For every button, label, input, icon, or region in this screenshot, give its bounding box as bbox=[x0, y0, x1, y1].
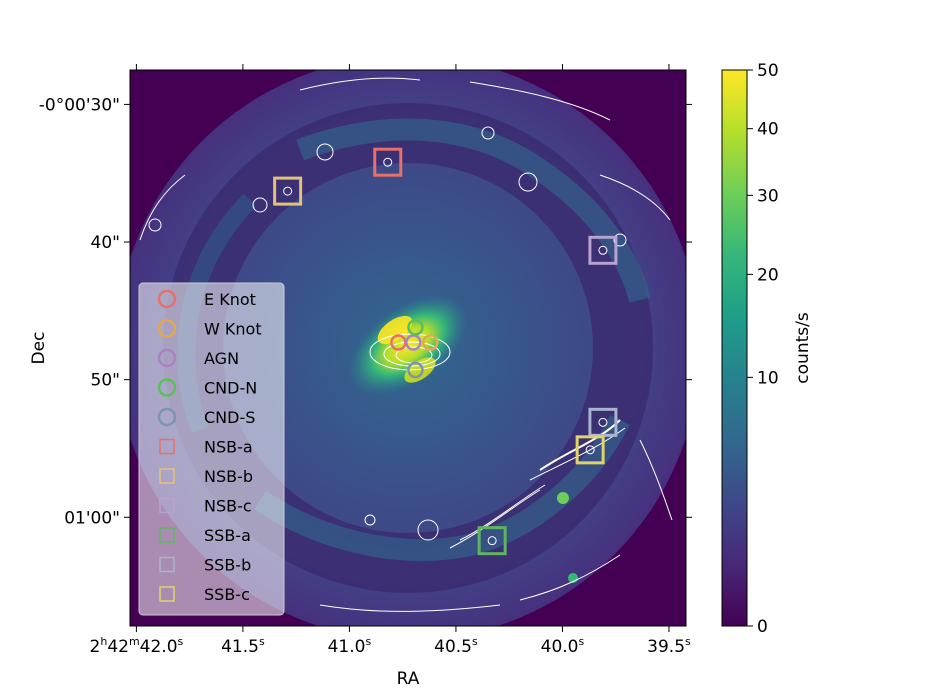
legend-cnd-n-label: CND-N bbox=[204, 379, 257, 398]
legend-nsb-c-symbol bbox=[159, 497, 175, 514]
x-tick-label: 40.0s bbox=[541, 635, 585, 657]
legend-nsb-b-label: NSB-b bbox=[204, 467, 253, 486]
marker-w-knot bbox=[422, 334, 439, 351]
legend-nsb-c-label: NSB-c bbox=[204, 497, 252, 516]
marker-ssb-b bbox=[588, 407, 618, 437]
marker-ssb-c bbox=[575, 435, 605, 465]
contour bbox=[364, 514, 376, 526]
colorbar-tick-label: 40 bbox=[757, 120, 779, 140]
legend-nsb-a-label: NSB-a bbox=[204, 438, 253, 457]
contour bbox=[481, 126, 495, 140]
legend-e-knot-symbol bbox=[157, 289, 177, 309]
marker-agn bbox=[405, 334, 422, 351]
legend-ssb-c-symbol bbox=[159, 586, 175, 602]
x-axis-ticks: 2h42m42.0s 41.5s 41.0s 40.5s 40.0s 39.5s bbox=[90, 64, 691, 657]
marker-cnd-s bbox=[407, 361, 424, 379]
x-tick-label: 41.0s bbox=[328, 635, 372, 657]
y-axis-ticks: -0°00'30" 40" 50" 01'00" bbox=[39, 95, 692, 528]
contour bbox=[139, 174, 186, 241]
marker-ssb-c-contour bbox=[585, 445, 595, 455]
legend-cnd-n-symbol bbox=[157, 378, 177, 397]
x-tick-label: 39.5s bbox=[647, 635, 691, 657]
x-tick-label: 2h42m42.0s bbox=[90, 635, 184, 657]
legend-ssb-a-label: SSB-a bbox=[204, 526, 251, 545]
contour bbox=[519, 554, 621, 601]
legend-e-knot-label: E Knot bbox=[204, 290, 256, 309]
legend-ssb-a-symbol bbox=[159, 527, 175, 543]
x-tick-label: 41.5s bbox=[221, 635, 265, 657]
legend-nsb-b-symbol bbox=[159, 468, 175, 484]
legend-agn-symbol bbox=[157, 348, 177, 368]
hii-region bbox=[557, 492, 569, 504]
legend: E Knot W Knot AGN CND-N CND-S NSB-a NSB-b NSB-c… bbox=[138, 282, 285, 616]
colorbar-tick-label: 50 bbox=[757, 61, 779, 81]
marker-nsb-b bbox=[273, 176, 303, 206]
contour bbox=[148, 218, 162, 232]
legend-agn-label: AGN bbox=[204, 349, 239, 368]
contour bbox=[319, 604, 501, 612]
y-tick-label: 01'00" bbox=[64, 508, 120, 528]
contour bbox=[469, 81, 611, 121]
legend-w-knot-label: W Knot bbox=[204, 320, 262, 339]
x-tick-label: 40.5s bbox=[434, 635, 478, 657]
contour bbox=[299, 77, 421, 91]
contour bbox=[383, 341, 441, 367]
legend-box bbox=[138, 282, 285, 616]
colorbar-frame bbox=[721, 69, 748, 627]
legend-ssb-b-label: SSB-b bbox=[204, 556, 251, 575]
contour bbox=[539, 419, 621, 471]
contour bbox=[316, 143, 334, 161]
contour bbox=[417, 519, 439, 541]
y-axis-label: Dec bbox=[29, 332, 49, 365]
marker-nsb-c-contour bbox=[598, 245, 608, 255]
colorbar-label: counts/s bbox=[793, 312, 813, 384]
x-axis-label: RA bbox=[397, 669, 420, 689]
legend-w-knot-symbol bbox=[157, 319, 177, 338]
y-tick-label: -0°00'30" bbox=[39, 95, 120, 115]
marker-ssb-a bbox=[477, 526, 507, 556]
colorbar-tick-label: 10 bbox=[757, 368, 779, 388]
region-markers bbox=[273, 147, 618, 556]
colorbar-tick-label: 0 bbox=[757, 617, 768, 637]
contour bbox=[518, 172, 538, 192]
marker-nsb-b-contour bbox=[283, 186, 293, 196]
contour bbox=[613, 233, 627, 247]
contour bbox=[369, 333, 451, 371]
marker-nsb-a bbox=[373, 147, 403, 177]
legend-ssb-b-symbol bbox=[159, 556, 175, 573]
colorbar-fill bbox=[722, 70, 747, 626]
marker-ssb-b-contour bbox=[598, 417, 608, 427]
contour bbox=[449, 489, 541, 549]
y-tick-label: 40" bbox=[91, 233, 120, 253]
colorbar-ticks: 0 10 20 30 40 50 bbox=[747, 61, 779, 637]
marker-cnd-n bbox=[407, 319, 424, 336]
contour bbox=[252, 197, 268, 213]
spiral-arm-north bbox=[296, 118, 651, 303]
colorbar-tick-label: 20 bbox=[757, 265, 779, 285]
y-tick-label: 50" bbox=[91, 371, 120, 391]
contours bbox=[139, 77, 673, 612]
axes-frame bbox=[129, 69, 687, 627]
spiral-arm-south bbox=[253, 414, 630, 561]
contour bbox=[639, 439, 673, 521]
legend-cnd-s-symbol bbox=[157, 407, 177, 427]
marker-ssb-a-contour bbox=[487, 536, 497, 546]
marker-nsb-a-contour bbox=[383, 157, 393, 167]
legend-ssb-c-label: SSB-c bbox=[204, 585, 250, 604]
contour bbox=[459, 484, 546, 541]
colorbar-tick-label: 30 bbox=[757, 186, 779, 206]
colorbar: 0 10 20 30 40 50 counts/s bbox=[721, 61, 813, 637]
marker-nsb-c bbox=[588, 235, 618, 265]
legend-cnd-s-label: CND-S bbox=[204, 408, 255, 427]
legend-nsb-a-symbol bbox=[159, 438, 175, 455]
contour bbox=[599, 174, 671, 221]
